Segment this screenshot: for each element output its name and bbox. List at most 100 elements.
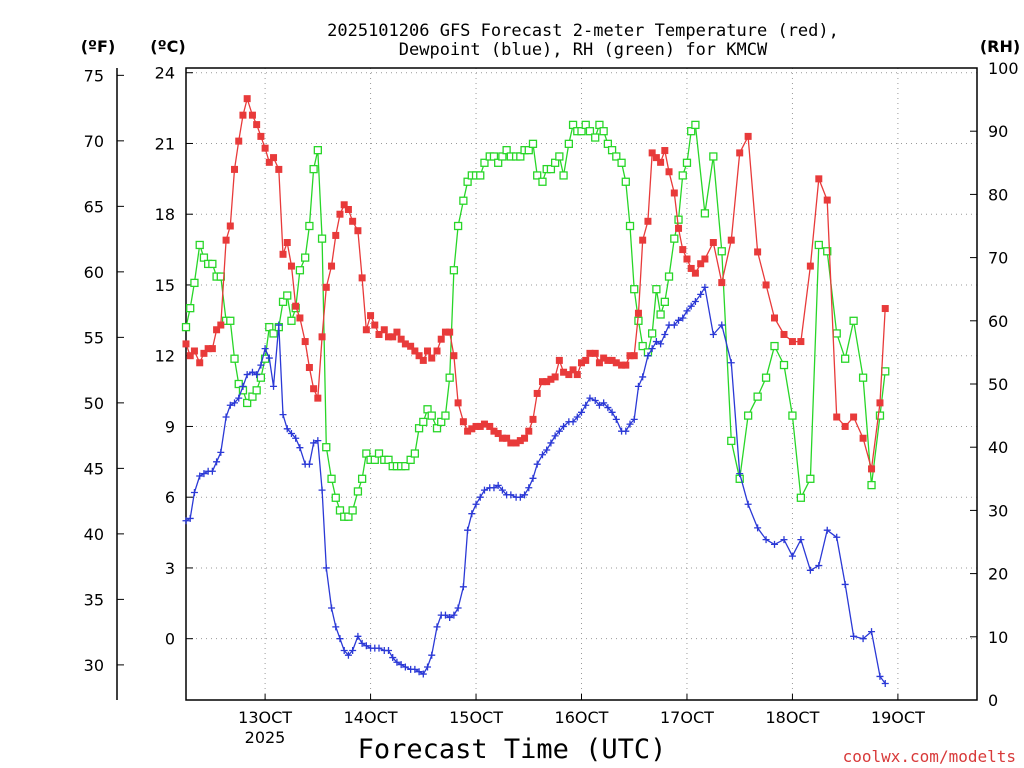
rh-point xyxy=(230,354,239,363)
temperature-point xyxy=(591,349,599,357)
dewpoint-point xyxy=(595,401,603,409)
dewpoint-point xyxy=(612,415,620,423)
celsius-tick-label: 21 xyxy=(155,134,175,153)
rh-point xyxy=(480,158,489,167)
temperature-point xyxy=(833,413,841,421)
dewpoint-point xyxy=(657,340,665,348)
dewpoint-point xyxy=(498,486,506,494)
rh-point xyxy=(260,354,270,363)
dewpoint-point xyxy=(332,623,340,631)
rh-point xyxy=(301,253,310,262)
rh-point xyxy=(670,234,679,243)
temperature-point xyxy=(525,427,533,435)
temperature-point xyxy=(538,378,546,386)
temperature-point xyxy=(823,196,831,204)
temperature-point xyxy=(428,354,436,362)
temperature-point xyxy=(630,352,638,360)
temperature-point xyxy=(521,434,529,442)
credit-text: coolwx.com/modelts xyxy=(843,747,1016,766)
dewpoint-point xyxy=(270,382,278,390)
rh-point xyxy=(788,411,797,420)
fahrenheit-tick-label: 65 xyxy=(84,197,104,216)
dewpoint-point xyxy=(340,646,348,654)
rh-point xyxy=(432,424,442,433)
dewpoint-point xyxy=(397,661,405,669)
celsius-tick-label: 3 xyxy=(165,559,175,578)
dewpoint-point xyxy=(521,491,529,499)
dewpoint-point xyxy=(358,639,366,647)
rh-point xyxy=(832,329,841,338)
rh-point xyxy=(849,316,858,325)
temperature-point xyxy=(687,264,695,272)
temperature-point xyxy=(582,356,590,364)
temperature-point xyxy=(375,330,383,338)
rh-point xyxy=(674,215,683,224)
temperature-point xyxy=(411,347,419,355)
temperature-point xyxy=(551,373,559,381)
temperature-point xyxy=(279,250,287,258)
temperature-point xyxy=(287,262,295,270)
x-tick-label: 13OCT xyxy=(238,708,292,727)
fahrenheit-tick-label: 30 xyxy=(84,656,104,675)
rh-point xyxy=(226,316,235,325)
dewpoint-point xyxy=(591,397,599,405)
rh-point xyxy=(445,373,454,382)
temperature-point xyxy=(437,335,445,343)
temperature-point xyxy=(586,349,594,357)
temperature-point xyxy=(301,338,309,346)
temperature-point xyxy=(639,236,647,244)
rh-point xyxy=(335,506,345,515)
temperature-point xyxy=(718,279,726,287)
temperature-point xyxy=(362,326,370,334)
rh-point xyxy=(362,449,371,458)
temperature-point xyxy=(876,399,884,407)
dewpoint-point xyxy=(780,536,788,544)
dewpoint-point xyxy=(675,316,683,324)
rh-point xyxy=(348,506,357,515)
rh-tick-label: 90 xyxy=(988,122,1008,141)
temperature-point xyxy=(560,368,568,376)
rh-point xyxy=(524,146,533,155)
rh-point xyxy=(256,373,266,382)
fahrenheit-unit-label: (ºF) xyxy=(81,37,116,56)
temperature-point xyxy=(186,352,194,360)
rh-point xyxy=(353,487,363,496)
dewpoint-point xyxy=(634,382,642,390)
celsius-tick-label: 24 xyxy=(155,64,175,83)
dewpoint-point xyxy=(525,484,533,492)
rh-point xyxy=(806,474,815,483)
temperature-point xyxy=(243,95,251,103)
dewpoint-point xyxy=(648,345,656,353)
rh-point xyxy=(357,474,367,483)
rh-point xyxy=(546,164,556,174)
rh-point xyxy=(564,139,573,148)
temperature-point xyxy=(464,427,472,435)
dewpoint-point xyxy=(253,371,261,379)
dewpoint-point xyxy=(679,314,687,322)
dewpoint-point xyxy=(322,564,330,572)
dewpoint-point xyxy=(736,470,744,478)
temperature-point xyxy=(612,359,620,367)
dewpoint-point xyxy=(344,651,352,659)
rh-point xyxy=(599,127,608,136)
dewpoint-point xyxy=(292,434,300,442)
dewpoint-point xyxy=(569,418,577,426)
temperature-point xyxy=(384,333,392,341)
dewpoint-point xyxy=(881,679,889,687)
x-tick-label: 14OCT xyxy=(344,708,398,727)
rh-point xyxy=(779,360,789,370)
fahrenheit-tick-label: 60 xyxy=(84,263,104,282)
rh-point xyxy=(591,133,600,142)
temperature-point xyxy=(275,165,283,173)
rh-point xyxy=(265,322,274,332)
rh-point xyxy=(743,411,753,420)
rh-point xyxy=(453,221,463,231)
temperature-point xyxy=(727,236,735,244)
dewpoint-point xyxy=(196,472,204,480)
temperature-point xyxy=(622,361,630,369)
temperature-point xyxy=(815,175,823,183)
dewpoint-point xyxy=(415,668,423,676)
temperature-point xyxy=(657,158,665,166)
fahrenheit-tick-label: 70 xyxy=(84,132,104,151)
dewpoint-point xyxy=(468,510,476,518)
